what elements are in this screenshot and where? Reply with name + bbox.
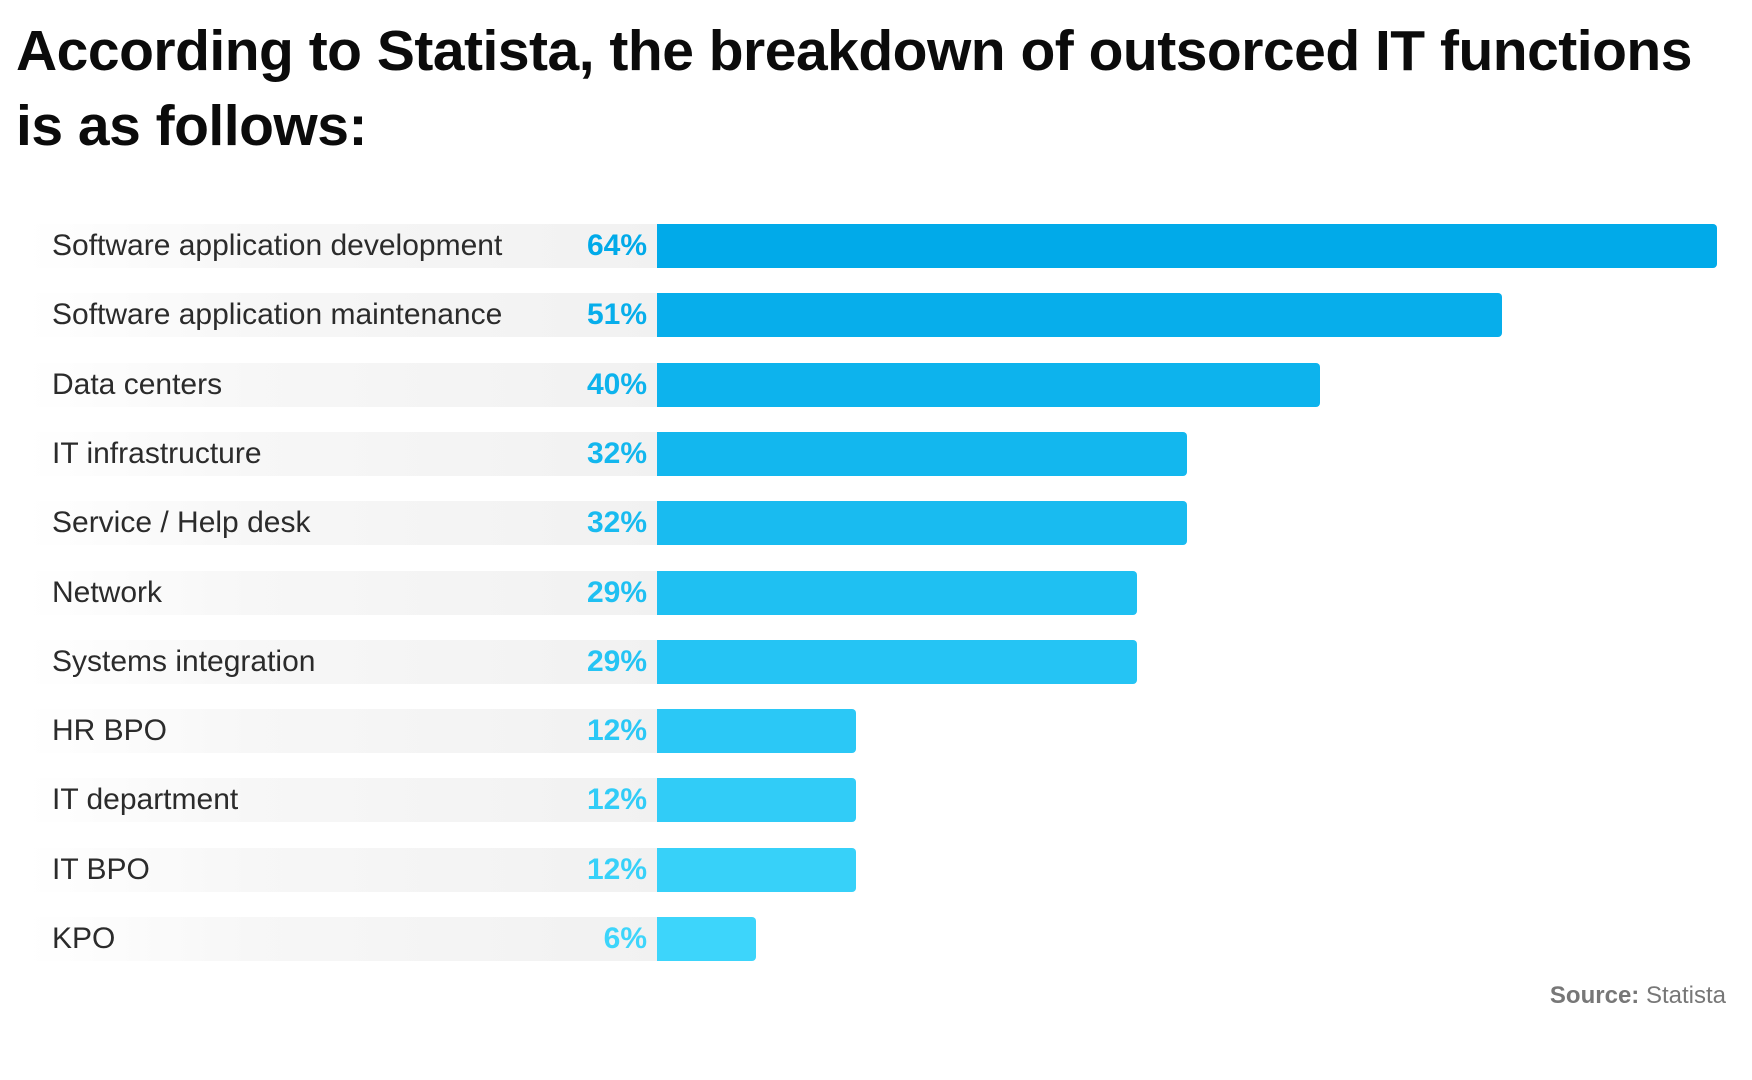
bar-row: IT BPO 12% <box>27 847 1727 892</box>
value-label: 29% <box>586 575 647 609</box>
bar <box>657 778 856 823</box>
label-band: Network 29% <box>27 570 661 615</box>
bar-row: IT infrastructure 32% <box>27 431 1727 476</box>
bar <box>657 570 1138 615</box>
bar <box>657 224 1717 268</box>
bar <box>657 847 856 892</box>
bar-row: KPO 6% <box>27 917 1727 961</box>
bar <box>657 639 1138 684</box>
bar <box>657 362 1320 407</box>
label-band: Software application development 64% <box>27 224 661 268</box>
bar <box>657 431 1187 476</box>
value-label: 64% <box>586 229 647 262</box>
label-band: IT infrastructure 32% <box>27 431 661 476</box>
category-label: Network <box>52 575 163 609</box>
value-label: 40% <box>586 367 647 401</box>
value-label: 51% <box>586 298 647 332</box>
label-band: Systems integration 29% <box>27 639 661 684</box>
label-band: HR BPO 12% <box>27 709 661 754</box>
category-label: Software application development <box>52 229 503 262</box>
label-band: Software application maintenance 51% <box>27 293 661 338</box>
label-band: Service / Help desk 32% <box>27 501 661 546</box>
label-band: Data centers 40% <box>27 362 661 407</box>
bar-row: IT department 12% <box>27 778 1727 823</box>
label-band: KPO 6% <box>27 917 661 961</box>
category-label: HR BPO <box>52 714 168 748</box>
bar-row: Software application maintenance 51% <box>27 293 1727 338</box>
bar-row: Network 29% <box>27 570 1727 615</box>
bar <box>657 293 1502 338</box>
category-label: Service / Help desk <box>52 506 311 540</box>
value-label: 12% <box>586 852 647 886</box>
value-label: 12% <box>586 714 647 748</box>
category-label: Systems integration <box>52 644 316 678</box>
category-label: IT department <box>52 783 239 817</box>
value-label: 12% <box>586 783 647 817</box>
bar-row: Data centers 40% <box>27 362 1727 407</box>
source-label: Source: <box>1549 982 1640 1009</box>
bar-row: HR BPO 12% <box>27 709 1727 754</box>
category-label: IT BPO <box>52 852 150 886</box>
source-note: Source: Statista <box>1550 982 1726 1010</box>
value-label: 6% <box>603 922 647 955</box>
bar <box>657 917 757 961</box>
category-label: Data centers <box>52 367 223 401</box>
value-label: 32% <box>586 506 647 540</box>
bar-row: Software application development 64% <box>27 224 1727 268</box>
label-band: IT department 12% <box>27 778 661 823</box>
chart-title: According to Statista, the breakdown of … <box>16 19 1692 158</box>
source-value: Statista <box>1645 982 1726 1009</box>
bar-row: Systems integration 29% <box>27 639 1727 684</box>
bar <box>657 501 1187 546</box>
category-label: Software application maintenance <box>52 298 503 332</box>
bar-row: Service / Help desk 32% <box>27 501 1727 546</box>
value-label: 32% <box>586 436 647 470</box>
label-band: IT BPO 12% <box>27 847 661 892</box>
category-label: IT infrastructure <box>52 436 262 470</box>
value-label: 29% <box>586 644 647 678</box>
category-label: KPO <box>52 922 116 955</box>
bar <box>657 709 856 754</box>
